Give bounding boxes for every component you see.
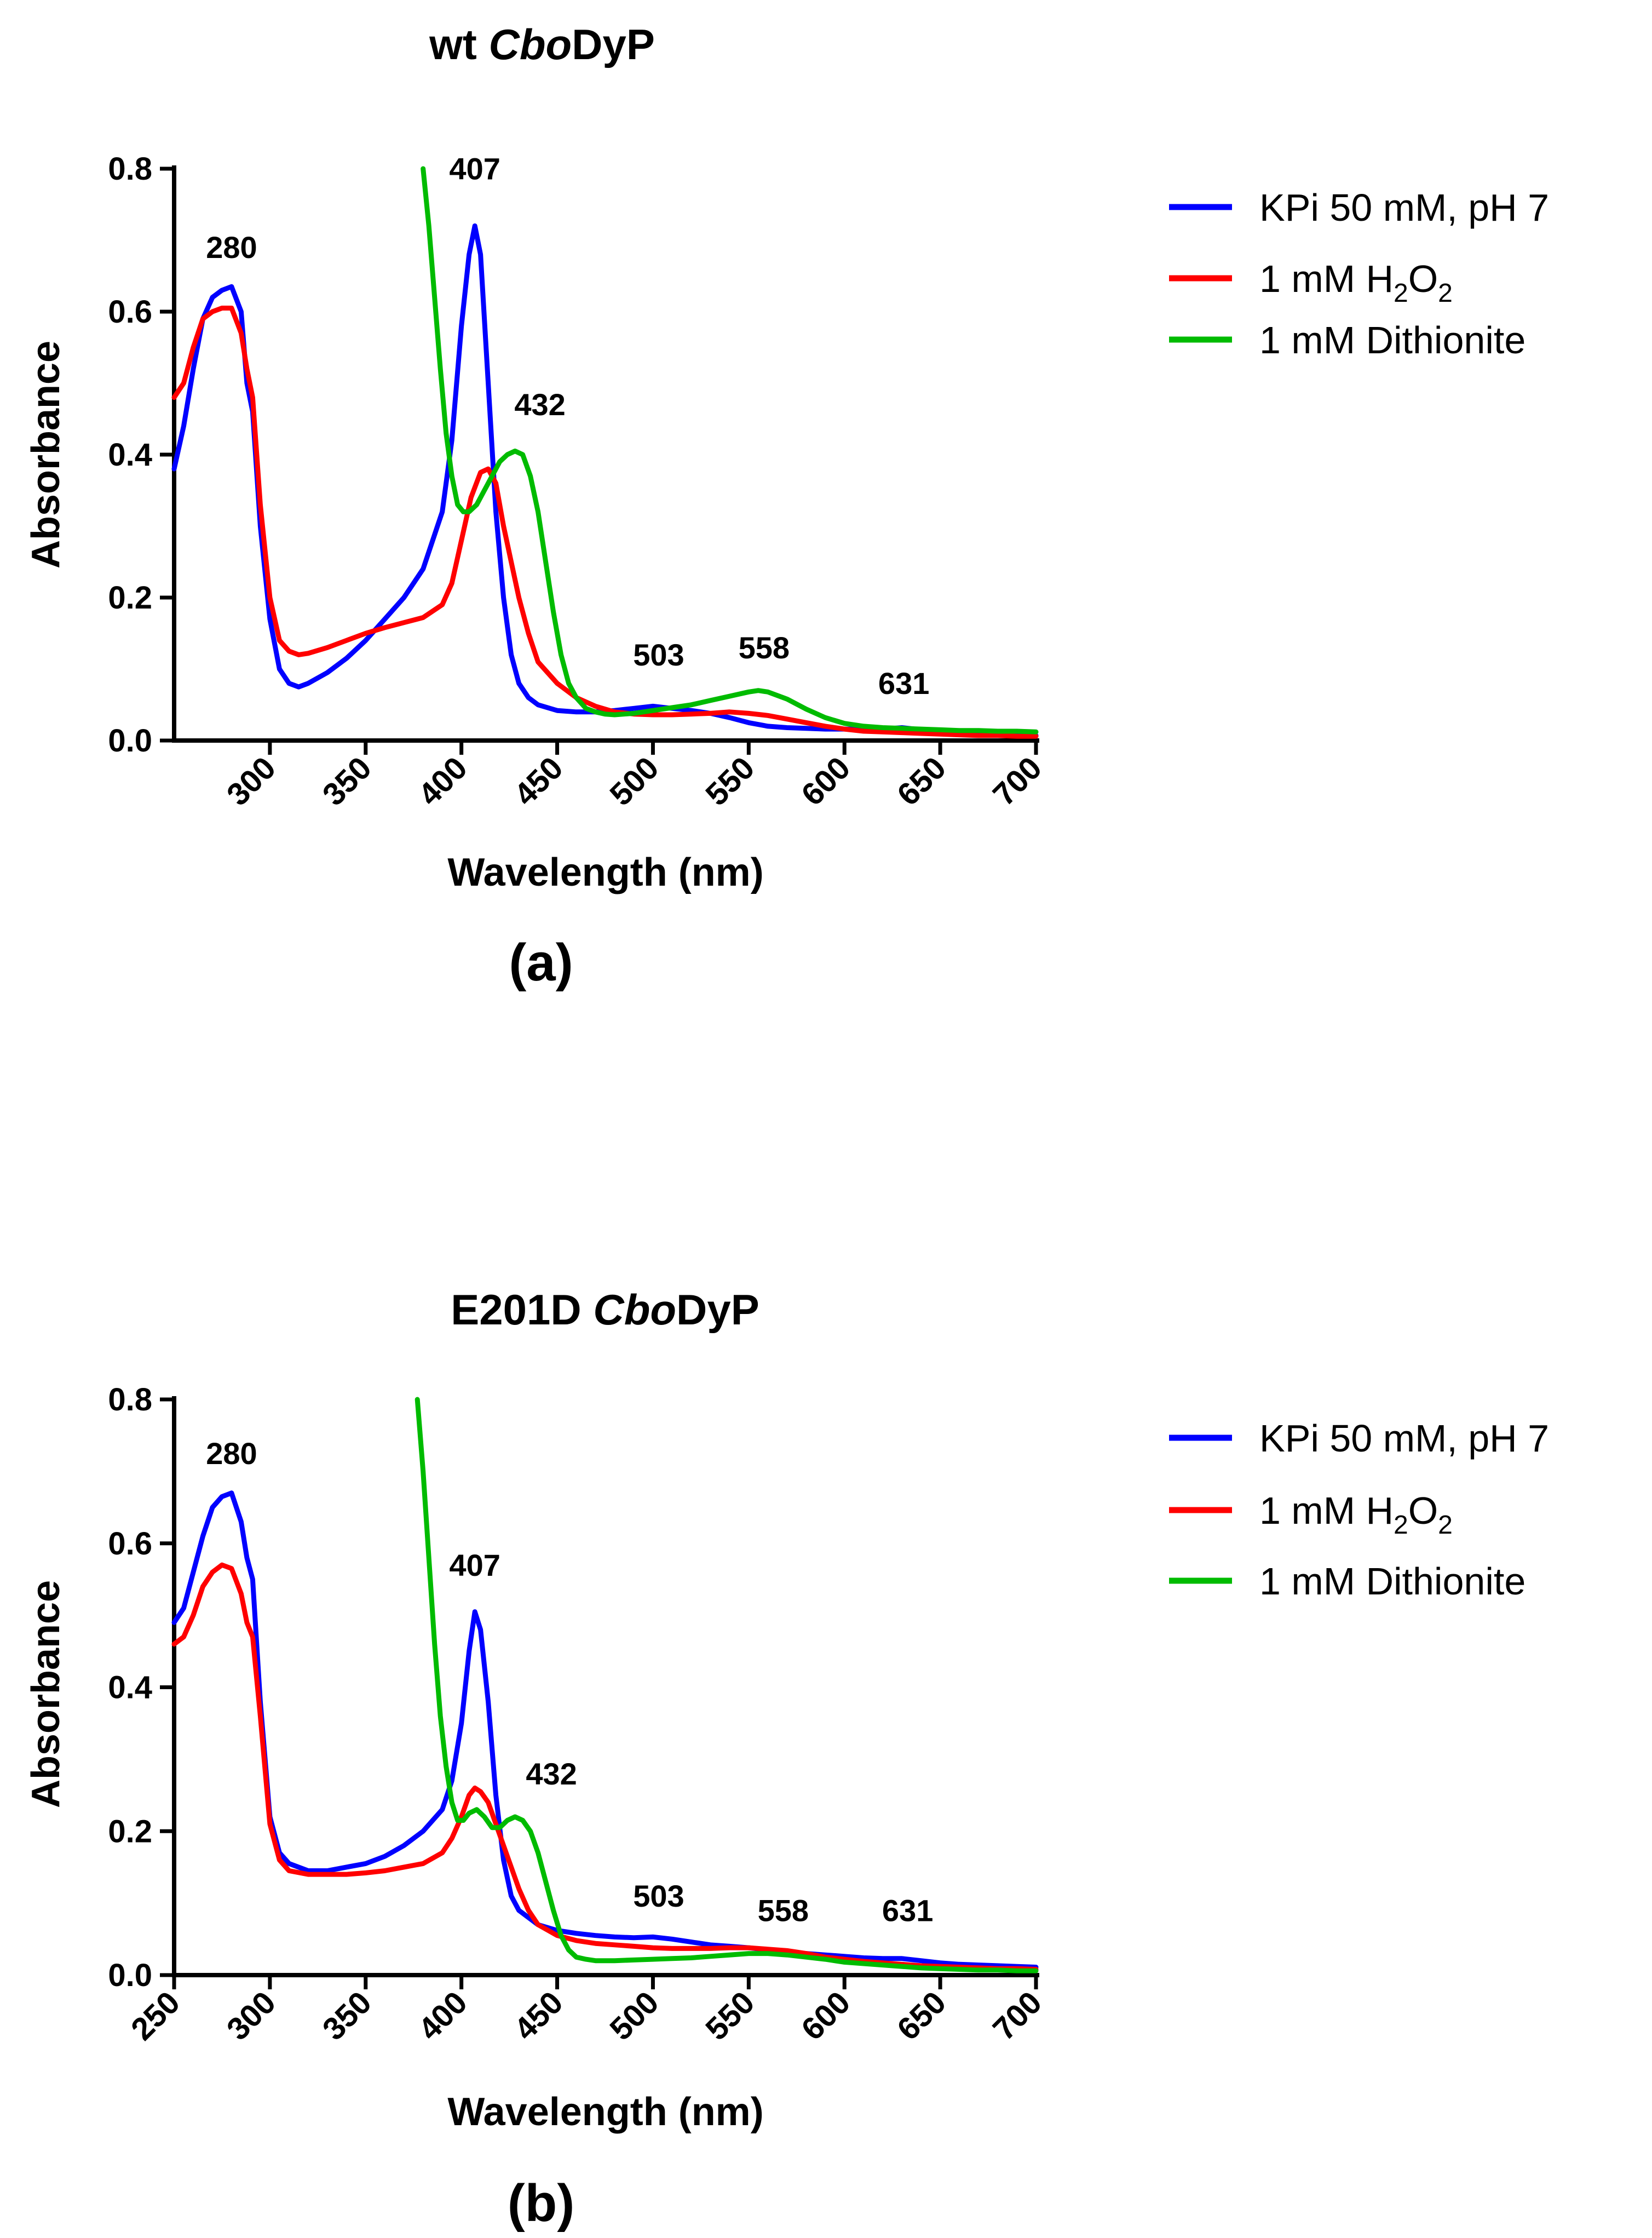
peak-label: 432 xyxy=(514,387,565,422)
chart-title-b: E201D CboDyP xyxy=(451,1286,759,1334)
series-line-2 xyxy=(171,1562,1039,1972)
x-axis-title-b: Wavelength (nm) xyxy=(447,2090,763,2134)
peak-label: 503 xyxy=(633,1879,684,1913)
y-tick-label: 0.0 xyxy=(108,1958,152,1993)
x-axis-title-a: Wavelength (nm) xyxy=(447,851,763,894)
peak-label: 280 xyxy=(206,1436,257,1471)
x-tick-label: 600 xyxy=(795,750,857,812)
x-tick-label: 250 xyxy=(124,1984,187,2047)
series-line-2 xyxy=(171,306,1039,739)
y-axis-title-a: Absorbance xyxy=(24,341,68,569)
x-tick-label: 500 xyxy=(603,750,665,812)
peak-label: 432 xyxy=(526,1757,577,1791)
y-tick-label: 0.0 xyxy=(108,723,152,759)
legend-label-a-1: 1 mM H2O2 xyxy=(1259,257,1453,308)
x-tick-label: 300 xyxy=(220,1984,283,2047)
y-tick-label: 0.2 xyxy=(108,1814,152,1849)
y-tick-label: 0.8 xyxy=(108,1382,152,1418)
y-tick-label: 0.8 xyxy=(108,151,152,187)
panel-b: E201D CboDyP 0.0 0.2 0.4 0.6 0.8 250 300 350 400… xyxy=(24,1286,1549,2233)
y-tick-label: 0.4 xyxy=(108,1670,152,1706)
x-tick-label: 500 xyxy=(603,1984,665,2047)
x-tick-label: 350 xyxy=(316,1984,378,2047)
series-line-3 xyxy=(421,166,1039,734)
x-tick-label: 650 xyxy=(890,1984,953,2047)
peak-label: 407 xyxy=(449,152,500,186)
axes-b: 0.0 0.2 0.4 0.6 0.8 250 300 350 400 450 500 550 600 6… xyxy=(108,1382,1049,2047)
x-tick-label: 600 xyxy=(795,1984,857,2047)
x-tick-label: 300 xyxy=(220,750,283,812)
series-line-3 xyxy=(415,1397,1039,1973)
y-tick-label: 0.6 xyxy=(108,294,152,330)
legend-label-b-1: 1 mM H2O2 xyxy=(1259,1489,1453,1540)
legend-a: KPi 50 mM, pH 7 1 mM H2O2 1 mM Dithionit… xyxy=(1169,186,1549,361)
panel-label-b: (b) xyxy=(508,2174,575,2233)
y-tick-label: 0.2 xyxy=(108,580,152,616)
series-layer-a xyxy=(171,166,1039,739)
legend-b: KPi 50 mM, pH 7 1 mM H2O2 1 mM Dithionit… xyxy=(1169,1417,1549,1603)
legend-label-a-2: 1 mM Dithionite xyxy=(1259,319,1526,361)
x-tick-label: 350 xyxy=(316,750,378,812)
annotations-a: 280 407 432 503 558 631 xyxy=(206,152,929,701)
y-tick-label: 0.4 xyxy=(108,437,152,473)
x-tick-label: 400 xyxy=(411,1984,474,2047)
peak-label: 558 xyxy=(739,630,790,665)
peak-label: 558 xyxy=(758,1893,809,1927)
y-tick-label: 0.6 xyxy=(108,1526,152,1562)
x-tick-label: 450 xyxy=(507,750,569,812)
legend-label-b-0: KPi 50 mM, pH 7 xyxy=(1259,1417,1549,1460)
x-tick-label: 650 xyxy=(890,750,953,812)
series-line-1 xyxy=(171,223,1039,738)
x-tick-label: 700 xyxy=(986,750,1049,812)
peak-label: 407 xyxy=(449,1548,500,1582)
x-tick-label: 550 xyxy=(699,1984,761,2047)
legend-label-a-0: KPi 50 mM, pH 7 xyxy=(1259,186,1549,229)
series-layer-b xyxy=(171,1397,1039,1973)
chart-title-a: wt CboDyP xyxy=(429,20,655,68)
y-axis-title-b: Absorbance xyxy=(24,1580,68,1808)
peak-label: 631 xyxy=(882,1893,933,1927)
panel-a: wt CboDyP 0.0 0.2 0.4 0.6 0.8 300 350 400 450 500… xyxy=(24,20,1549,992)
x-tick-label: 700 xyxy=(986,1984,1049,2047)
x-tick-label: 450 xyxy=(507,1984,569,2047)
legend-label-b-2: 1 mM Dithionite xyxy=(1259,1560,1526,1603)
annotations-b: 280 407 432 503 558 631 xyxy=(206,1436,933,1927)
peak-label: 503 xyxy=(633,638,684,672)
peak-label: 280 xyxy=(206,230,257,265)
panel-label-a: (a) xyxy=(509,933,573,992)
peak-label: 631 xyxy=(878,666,929,701)
x-tick-label: 400 xyxy=(411,750,474,812)
x-tick-label: 550 xyxy=(699,750,761,812)
